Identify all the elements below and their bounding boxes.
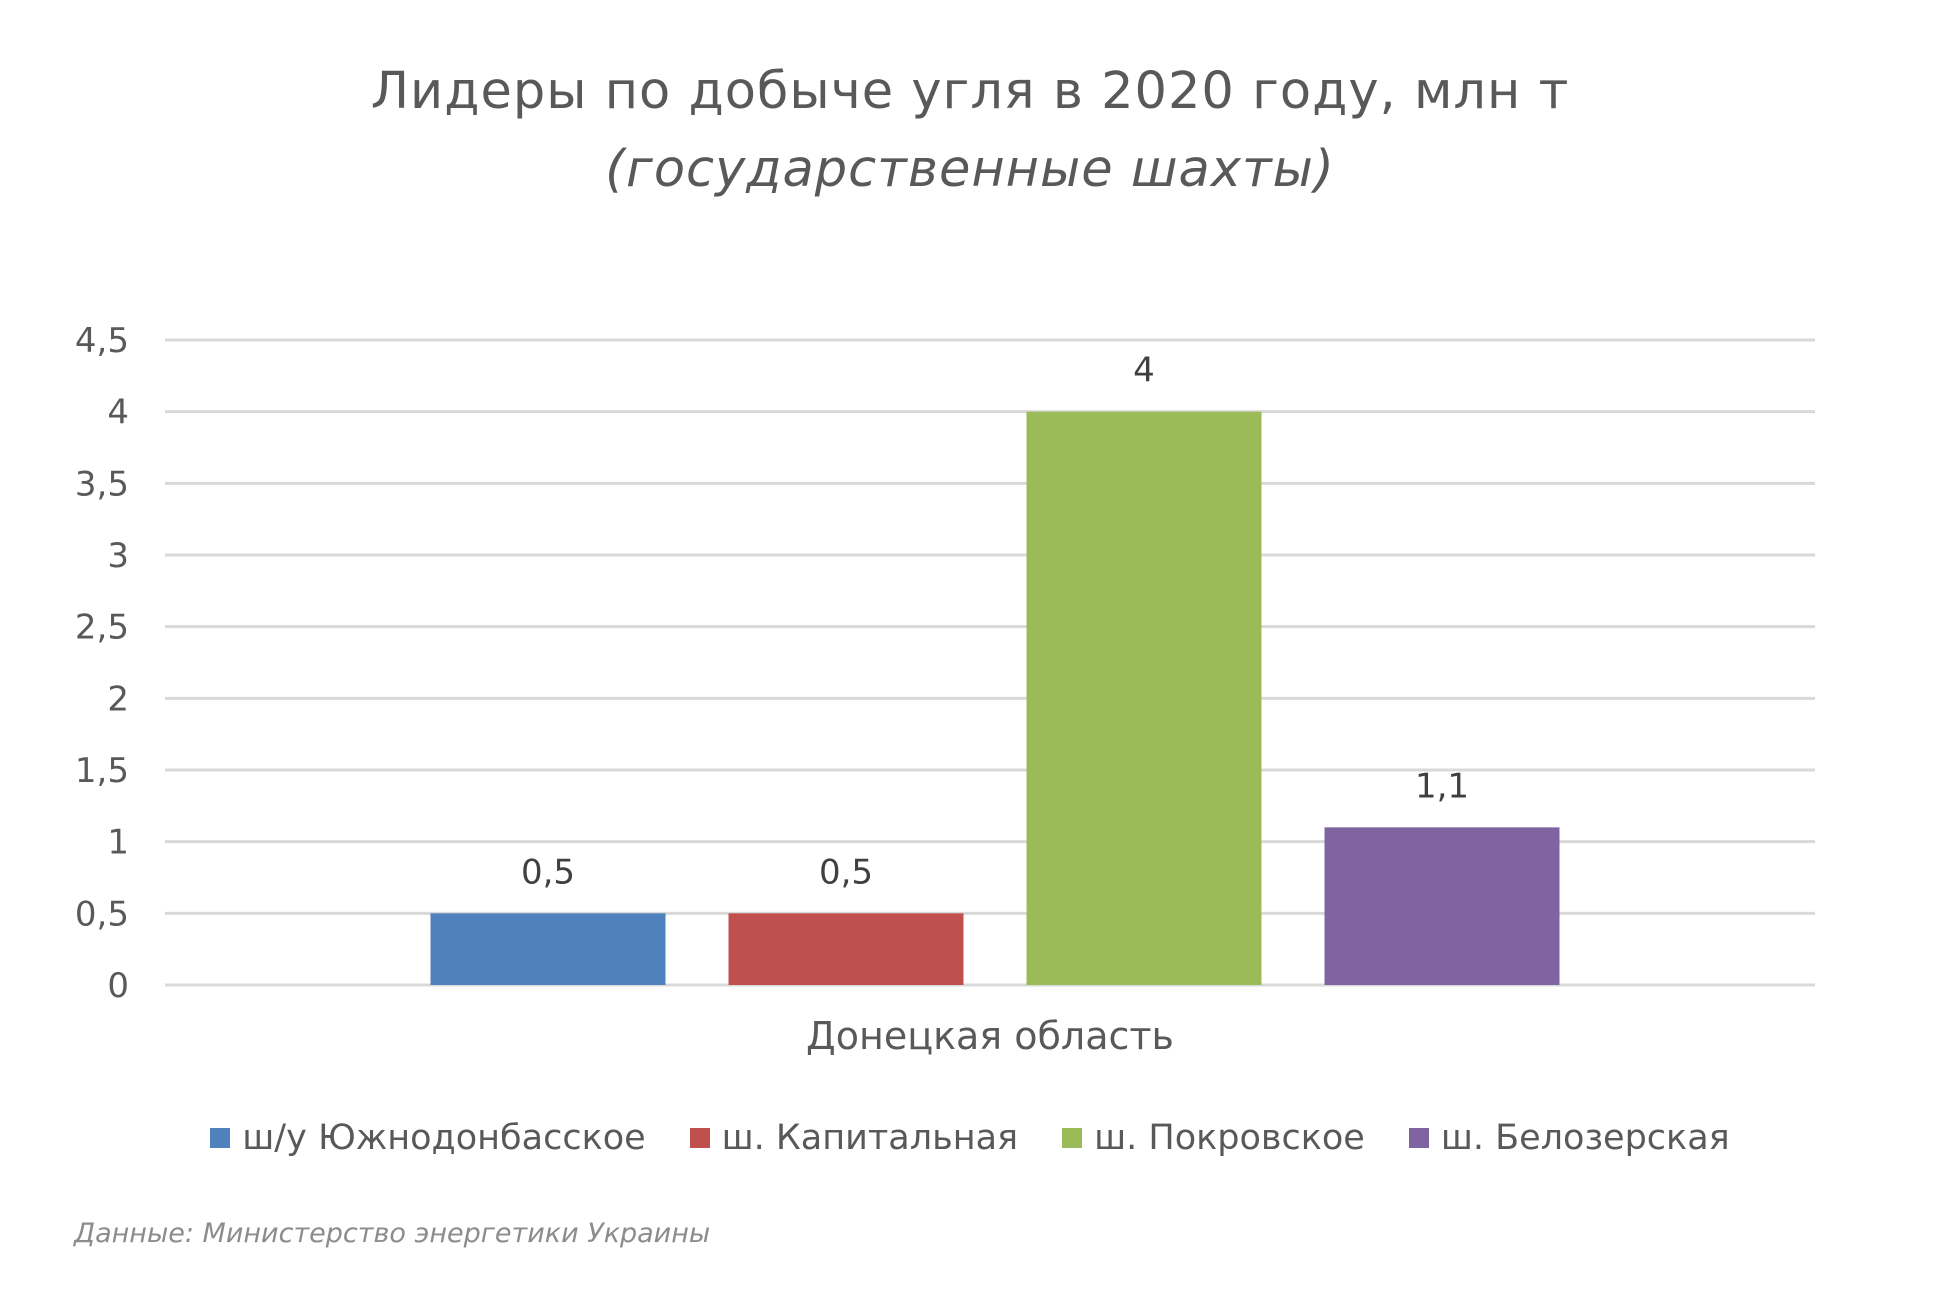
chart-title: Лидеры по добыче угля в 2020 году, млн т — [370, 62, 1570, 121]
y-tick-label: 0,5 — [75, 894, 129, 934]
y-tick-label: 3 — [107, 536, 129, 576]
legend-label: ш. Капитальная — [721, 1118, 1019, 1158]
y-tick-label: 0 — [107, 966, 129, 1006]
data-label: 0,5 — [819, 852, 873, 892]
legend-label: ш. Белозерская — [1440, 1118, 1730, 1158]
bar — [1026, 411, 1262, 986]
data-label: 1,1 — [1415, 766, 1469, 806]
bar — [430, 913, 666, 985]
legend-item: ш. Покровское — [1062, 1118, 1365, 1158]
legend-item: ш. Белозерская — [1408, 1118, 1730, 1158]
y-tick-label: 2,5 — [75, 608, 129, 648]
bar — [728, 913, 964, 985]
legend-item: ш/у Южнодонбасское — [210, 1118, 646, 1158]
source-note: Данные: Министерство энергетики Украины — [74, 1218, 711, 1249]
chart-subtitle: (государственные шахты) — [605, 140, 1335, 199]
legend-swatch — [689, 1128, 710, 1148]
legend-swatch — [1062, 1128, 1083, 1148]
legend-label: ш/у Южнодонбасское — [242, 1118, 646, 1158]
data-label: 4 — [1133, 351, 1155, 391]
data-label: 0,5 — [521, 852, 575, 892]
legend-item: ш. Капитальная — [689, 1118, 1019, 1158]
y-tick-label: 4,5 — [75, 321, 129, 361]
x-category-label: Донецкая область — [806, 1014, 1174, 1058]
y-tick-label: 1,5 — [75, 751, 129, 791]
bar — [1324, 827, 1560, 985]
y-tick-label: 2 — [107, 679, 129, 719]
y-tick-label: 1 — [107, 823, 129, 863]
legend-swatch — [1408, 1128, 1429, 1148]
legend-swatch — [210, 1128, 231, 1148]
y-tick-label: 3,5 — [75, 464, 129, 504]
chart-legend: ш/у Южнодонбасское ш. Капитальная ш. Покро… — [0, 1118, 1940, 1158]
y-tick-label: 4 — [107, 393, 129, 433]
legend-label: ш. Покровское — [1094, 1118, 1365, 1158]
